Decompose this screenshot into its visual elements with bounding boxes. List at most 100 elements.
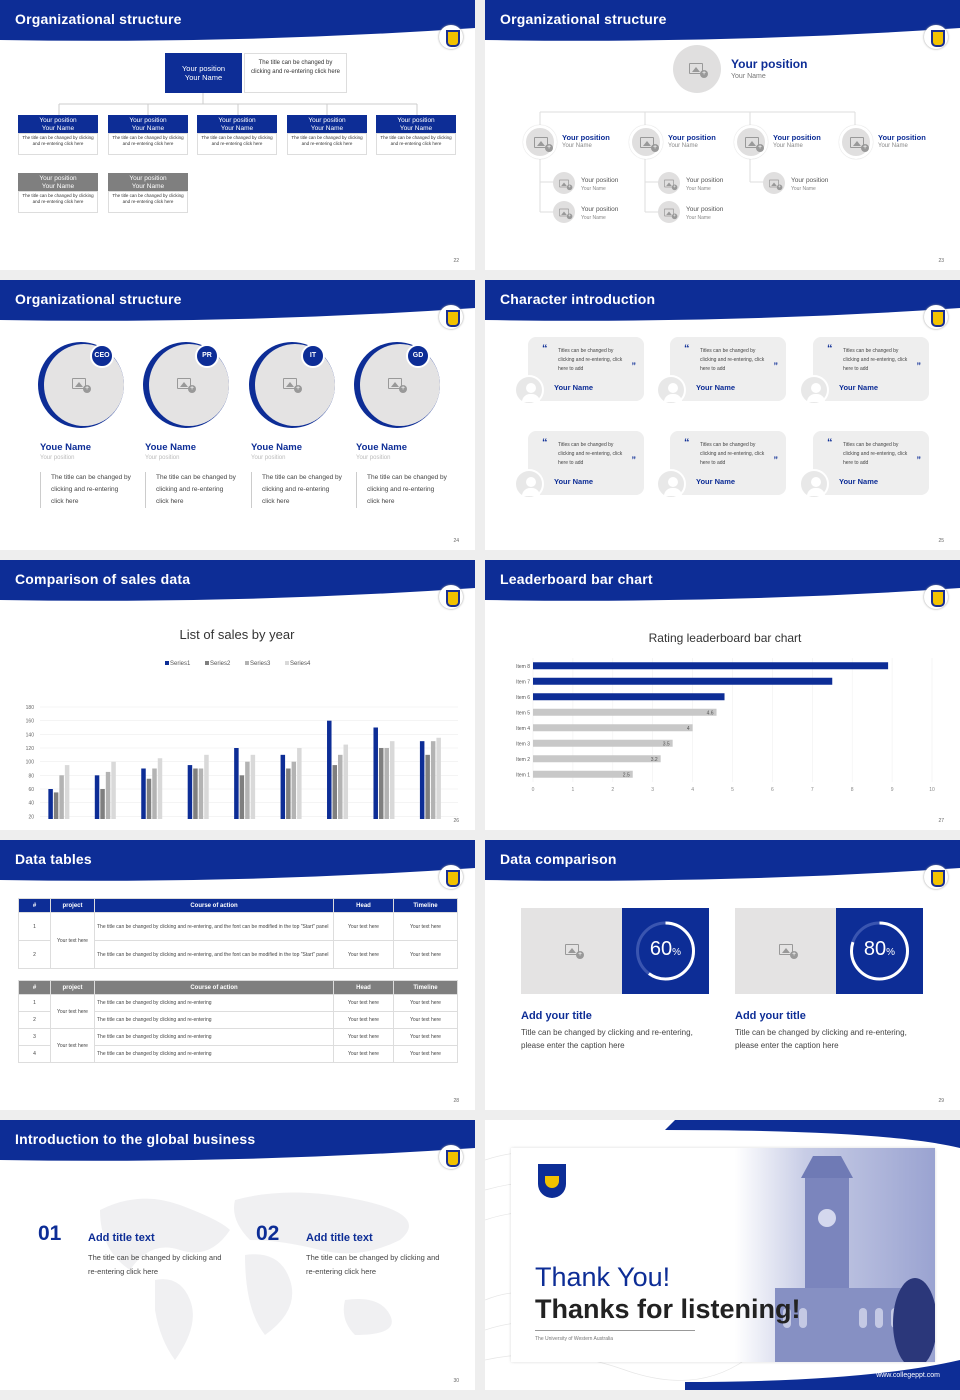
org-box[interactable]: Your position Your Name The title can be … [108,115,188,155]
item-number: 02 [256,1222,280,1245]
x-tick-label: 2 [611,787,614,793]
percent-panel: 60% [622,908,709,994]
org-box[interactable]: Your position Your Name The title can be … [108,173,188,213]
quote-card[interactable]: “ ” Titles can be changed by clicking and … [670,337,786,401]
slide-title: Organizational structure [500,11,667,27]
top-name: Your Name [731,73,766,80]
bar [343,744,349,819]
org-top-box[interactable]: Your position Your Name [165,53,242,93]
bar [198,768,204,819]
bar [234,748,239,819]
slide-header: Comparison of sales data [0,560,475,609]
table-row: 4 The title can be changed by clicking an… [18,1045,458,1063]
slide-title: Leaderboard bar chart [500,571,653,587]
image-icon [559,208,573,220]
page-number: 29 [938,1098,944,1104]
x-tick-label: 5 [731,787,734,793]
image-placeholder[interactable] [521,908,622,994]
item-title: Add title text [88,1232,155,1244]
org-box[interactable]: Your position Your Name The title can be … [197,115,277,155]
photo-placeholder[interactable] [523,125,557,159]
slide-29: Data comparison 60% Add your title Title c… [485,840,960,1110]
photo-placeholder[interactable] [553,201,575,223]
slide-23: Organizational structure Your position Y… [485,0,960,270]
bar [533,662,889,670]
y-tick-label: 160 [26,719,35,725]
avatar [799,375,829,405]
slide-header: Organizational structure [0,280,475,329]
bar [157,758,163,819]
org-box[interactable]: Your position Your Name The title can be … [376,115,456,155]
slide-25: Character introduction “ ” Titles can be c… [485,280,960,550]
org-box-desc: The title can be changed by clicking and… [18,133,98,155]
col-header: Course of action [94,898,334,913]
table-row: 1 Your text here The title can be change… [18,912,458,969]
y-tick-label: 40 [28,801,34,807]
bar [533,693,725,701]
quote-card[interactable]: “ ” Titles can be changed by clicking and … [813,337,929,401]
quote-card[interactable]: “ ” Titles can be changed by clicking and … [813,431,929,495]
member-desc: The title can be changed by clicking and… [251,472,343,508]
x-tick-label: 8 [851,787,854,793]
x-tick-label: 3 [651,787,654,793]
quote-open-icon: “ [827,437,833,449]
percent-panel: 80% [836,908,923,994]
profile-circle[interactable]: GD [354,342,440,428]
page-number: 22 [453,258,459,264]
photo-placeholder[interactable] [629,125,663,159]
bar [533,770,633,778]
table-row: 2 The title can be changed by clicking an… [18,1011,458,1029]
photo-placeholder[interactable] [734,125,768,159]
top-photo-placeholder[interactable] [673,45,721,93]
website-link[interactable]: www.collegeppt.com [876,1372,940,1379]
bar [291,761,297,819]
item-title: Add title text [306,1232,373,1244]
image-icon [779,944,798,959]
bar [94,775,100,819]
legend-label: Series3 [250,661,271,667]
quote-text: Titles can be changed by clicking and re… [700,348,765,372]
col-header: # [18,898,51,913]
org-box-label: Your position Your Name [108,173,188,191]
photo-placeholder[interactable] [839,125,873,159]
profile-circle[interactable]: CEO [38,342,124,428]
page-number: 27 [938,818,944,824]
top-position: Your position [731,57,808,71]
profile-circle[interactable]: IT [249,342,335,428]
bar [146,778,152,819]
quote-card[interactable]: “ ” Titles can be changed by clicking and … [670,431,786,495]
quote-text: Titles can be changed by clicking and re… [843,348,908,372]
org-box-desc: The title can be changed by clicking and… [376,133,456,155]
photo-placeholder[interactable] [658,201,680,223]
slide-title: Character introduction [500,291,656,307]
progress-ring [636,921,695,981]
photo-placeholder[interactable] [763,172,785,194]
legend-swatch [205,661,209,665]
col-header: project [50,898,95,913]
avatar [514,375,544,405]
quote-name: Your Name [839,383,879,392]
data-table-2: # project Course of action Head Timeline… [18,980,458,1063]
org-box[interactable]: Your position Your Name The title can be … [18,173,98,213]
photo-placeholder[interactable] [553,172,575,194]
slide-30: Introduction to the global business 01 Ad… [0,1120,475,1390]
slide-header: Character introduction [485,280,960,329]
photo-placeholder[interactable] [658,172,680,194]
member-desc: The title can be changed by clicking and… [145,472,237,508]
quote-card[interactable]: “ ” Titles can be changed by clicking and … [528,337,644,401]
bar [105,771,111,819]
org-box[interactable]: Your position Your Name The title can be … [287,115,367,155]
quote-card[interactable]: “ ” Titles can be changed by clicking and … [528,431,644,495]
bar [389,741,395,819]
quote-close-icon: ” [773,361,779,371]
slide-24: Organizational structure CEO Youe Name You… [0,280,475,550]
legend-label: Series4 [290,661,311,667]
image-placeholder[interactable] [735,908,836,994]
x-tick-label: 6 [771,787,774,793]
y-tick-label: 80 [28,773,34,779]
node-name: Your Name [686,215,711,221]
quote-name: Your Name [839,477,879,486]
profile-circle[interactable]: PR [143,342,229,428]
org-box[interactable]: Your position Your Name The title can be … [18,115,98,155]
bar [419,741,425,819]
